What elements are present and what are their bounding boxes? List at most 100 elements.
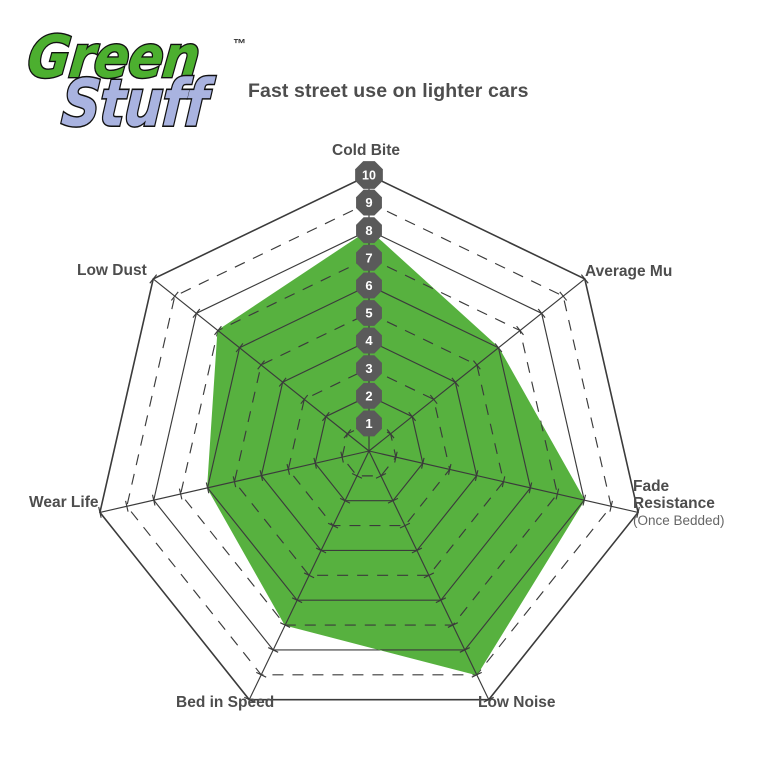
- scale-marker-badge-5: [356, 300, 382, 326]
- tick-mark: [429, 394, 438, 405]
- tick-mark: [423, 572, 435, 579]
- tick-mark: [339, 497, 351, 504]
- tick-mark: [256, 671, 267, 678]
- tick-mark: [170, 291, 179, 301]
- grid-ring-6: [207, 284, 532, 601]
- tick-mark: [459, 647, 471, 653]
- tick-mark: [537, 308, 546, 318]
- tick-mark: [232, 476, 237, 488]
- series-polygon-green: [207, 229, 585, 676]
- tick-mark: [386, 429, 395, 439]
- brand-logo: Green Stuff ™: [23, 22, 254, 143]
- tick-mark: [394, 451, 398, 463]
- scale-marker-badge-7: [356, 244, 382, 271]
- trademark-symbol: ™: [233, 36, 246, 51]
- scale-marker-label-10: 10: [362, 169, 376, 183]
- tick-mark: [267, 647, 279, 653]
- tick-mark: [149, 274, 158, 284]
- tick-mark: [421, 457, 425, 469]
- grid-ring-3: [287, 367, 451, 527]
- grid-ring-4: [260, 339, 478, 552]
- series-area-green: [207, 229, 585, 676]
- scale-marker-badge-2: [356, 382, 382, 409]
- tick-mark: [528, 482, 533, 494]
- tick-mark: [451, 377, 460, 387]
- tick-mark: [555, 488, 560, 500]
- tick-mark: [321, 411, 330, 422]
- axis-label-fade-line2: Resistance: [633, 495, 715, 513]
- tick-mark: [244, 696, 255, 703]
- tick-mark: [494, 343, 503, 353]
- tick-mark: [473, 360, 481, 370]
- tick-mark: [98, 506, 102, 518]
- axis-label-fade-resistance: Fade Resistance (Once Bedded): [633, 478, 725, 528]
- tick-mark: [399, 522, 411, 529]
- tick-mark: [235, 343, 244, 353]
- axis-label-cold-bite: Cold Bite: [332, 142, 401, 159]
- tick-mark: [559, 291, 568, 301]
- tick-mark: [387, 497, 399, 504]
- tick-mark: [340, 451, 344, 463]
- tick-mark: [178, 488, 183, 500]
- axis-label-fade-line1: Fade: [633, 478, 670, 495]
- grid-ring-10: [99, 174, 639, 701]
- tick-mark: [303, 572, 315, 579]
- scale-marker-label-6: 6: [365, 278, 372, 293]
- tick-mark: [286, 463, 291, 475]
- tick-mark: [501, 476, 506, 488]
- scale-marker-badge-4: [356, 327, 382, 354]
- scale-marker-label-8: 8: [365, 223, 372, 238]
- tick-mark: [259, 470, 264, 482]
- tick-mark: [257, 360, 265, 370]
- tick-mark: [343, 429, 352, 439]
- scale-marker-group: 1 2 3 4 5 6 7 8 9 10: [355, 161, 383, 437]
- tick-mark: [447, 463, 452, 475]
- tick-mark: [279, 622, 291, 628]
- scale-marker-badge-3: [356, 355, 382, 382]
- tick-mark: [205, 482, 210, 494]
- scale-marker-badge-9: [356, 189, 382, 216]
- grid-ring-8: [153, 229, 585, 651]
- tick-mark: [580, 274, 589, 284]
- chart-title: Fast street use on lighter cars: [248, 80, 529, 102]
- tick-mark: [609, 500, 613, 512]
- tick-mark: [315, 547, 327, 554]
- scale-marker-badge-8: [356, 217, 382, 244]
- tick-mark: [192, 308, 201, 318]
- tick-mark: [636, 506, 640, 518]
- tick-mark: [351, 472, 363, 479]
- tick-mark: [483, 696, 494, 703]
- tick-mark: [327, 522, 339, 529]
- tick-mark: [375, 472, 387, 479]
- scale-marker-badge-1: [356, 410, 382, 437]
- scale-marker-label-4: 4: [365, 333, 373, 348]
- axis-label-fade-sublabel: (Once Bedded): [633, 512, 725, 528]
- grid-ring-2: [314, 395, 424, 502]
- tick-mark: [313, 457, 317, 469]
- axis-label-bed-in-speed: Bed in Speed: [176, 694, 275, 711]
- tick-mark: [516, 325, 524, 336]
- tick-mark: [582, 494, 587, 506]
- scale-marker-badge-10: [355, 161, 383, 189]
- axis-label-low-noise: Low Noise: [478, 694, 556, 711]
- tick-mark: [435, 597, 447, 604]
- scale-marker-label-1: 1: [365, 416, 372, 431]
- tick-mark: [291, 597, 303, 604]
- scale-marker-label-5: 5: [365, 306, 372, 321]
- scale-marker-label-7: 7: [365, 250, 372, 265]
- grid-ring-7: [207, 257, 558, 626]
- grid-ring-1: [341, 422, 397, 477]
- tick-mark: [411, 547, 423, 554]
- tick-mark: [214, 325, 222, 336]
- scale-marker-label-3: 3: [365, 361, 372, 376]
- axis-label-wear-life: Wear Life: [29, 494, 99, 511]
- tick-mark: [471, 671, 482, 678]
- scale-marker-label-9: 9: [365, 195, 372, 210]
- tick-mark: [278, 377, 287, 387]
- tick-mark: [474, 470, 479, 482]
- axis-label-low-dust: Low Dust: [77, 262, 147, 279]
- tick-mark: [447, 622, 459, 628]
- tick-mark: [125, 500, 129, 512]
